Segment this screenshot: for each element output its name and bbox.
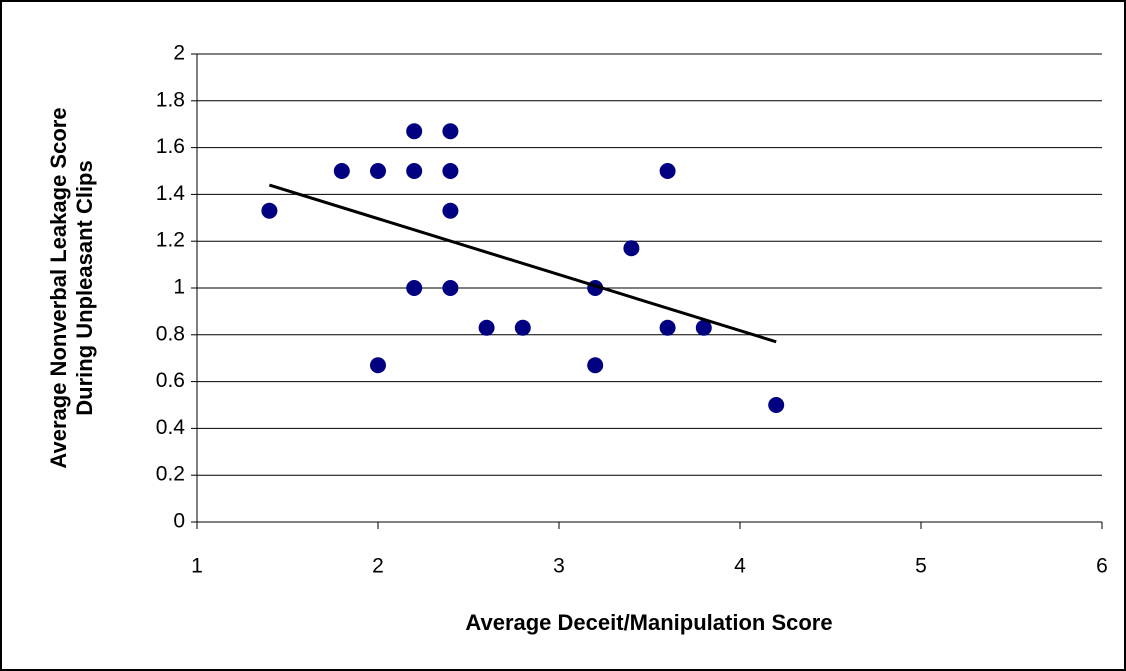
scatter-point xyxy=(406,163,423,179)
y-tick-label: 0.4 xyxy=(156,416,186,439)
scatter-point xyxy=(333,163,350,179)
x-tick-label: 6 xyxy=(1096,555,1108,578)
y-tick-label: 1.8 xyxy=(156,88,185,111)
trend-line xyxy=(268,183,777,344)
scatter-point xyxy=(514,319,531,336)
x-tick-label: 2 xyxy=(372,555,384,578)
scatter-point xyxy=(442,163,459,179)
scatter-point xyxy=(659,319,676,336)
scatter-point xyxy=(695,319,712,336)
y-tick-label: 1.4 xyxy=(156,182,186,205)
y-tick-label: 0.6 xyxy=(156,369,185,392)
scatter-point xyxy=(587,357,604,374)
y-axis-title: Average Nonverbal Leakage Score During U… xyxy=(46,107,97,468)
scatter-point xyxy=(406,280,423,296)
y-axis-title-line: Average Nonverbal Leakage Score xyxy=(46,107,71,468)
scatter-point xyxy=(478,319,495,336)
y-axis-title-line: During Unpleasant Clips xyxy=(72,160,97,415)
y-tick-label: 1 xyxy=(173,276,185,299)
scatter-point xyxy=(261,202,278,219)
x-tick-label: 1 xyxy=(191,555,203,578)
scatter-point xyxy=(406,123,423,140)
scatter-point xyxy=(659,163,676,179)
scatter-point xyxy=(442,280,459,296)
x-tick-label: 4 xyxy=(734,555,746,578)
x-tick-label: 5 xyxy=(915,555,927,578)
x-tick-label: 3 xyxy=(553,555,565,578)
x-axis-title: Average Deceit/Manipulation Score xyxy=(465,610,832,635)
y-tick-label: 0.2 xyxy=(156,463,185,486)
scatter-point xyxy=(370,163,386,179)
scatter-point xyxy=(370,357,386,374)
y-tick-label: 1.2 xyxy=(156,229,185,252)
scatter-point xyxy=(442,202,459,219)
scatter-point xyxy=(623,240,640,257)
y-tick-label: 0 xyxy=(173,510,185,533)
y-tick-label: 1.6 xyxy=(156,135,185,158)
y-tick-label: 2 xyxy=(173,42,185,65)
scatter-point xyxy=(768,397,785,413)
y-tick-label: 0.8 xyxy=(156,322,185,345)
scatter-point xyxy=(442,123,459,140)
